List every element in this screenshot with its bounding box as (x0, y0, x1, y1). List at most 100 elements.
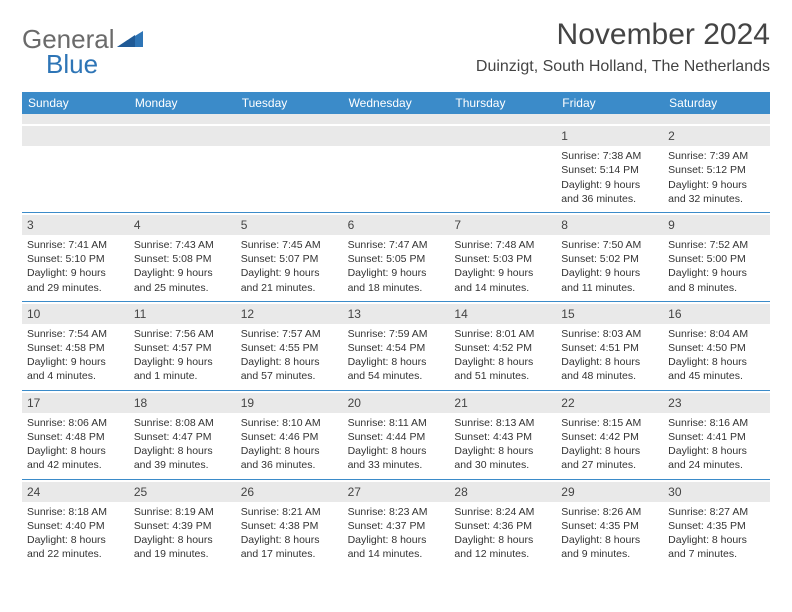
day-number: 20 (343, 393, 450, 413)
daylight-text: Daylight: 8 hours and 39 minutes. (134, 444, 231, 472)
week-row: 1Sunrise: 7:38 AMSunset: 5:14 PMDaylight… (22, 124, 770, 212)
day-number (449, 126, 556, 146)
sunset-text: Sunset: 4:37 PM (348, 519, 445, 533)
calendar-cell: 21Sunrise: 8:13 AMSunset: 4:43 PMDayligh… (449, 391, 556, 479)
title-block: November 2024 Duinzigt, South Holland, T… (476, 18, 770, 76)
sunset-text: Sunset: 4:38 PM (241, 519, 338, 533)
sunset-text: Sunset: 4:42 PM (561, 430, 658, 444)
day-number: 17 (22, 393, 129, 413)
sunrise-text: Sunrise: 7:59 AM (348, 327, 445, 341)
day-number: 14 (449, 304, 556, 324)
week-row: 3Sunrise: 7:41 AMSunset: 5:10 PMDaylight… (22, 212, 770, 301)
week-row: 17Sunrise: 8:06 AMSunset: 4:48 PMDayligh… (22, 390, 770, 479)
sunrise-text: Sunrise: 8:08 AM (134, 416, 231, 430)
daylight-text: Daylight: 8 hours and 45 minutes. (668, 355, 765, 383)
sunset-text: Sunset: 5:08 PM (134, 252, 231, 266)
sunset-text: Sunset: 4:35 PM (668, 519, 765, 533)
day-number: 4 (129, 215, 236, 235)
day-number: 15 (556, 304, 663, 324)
sunrise-text: Sunrise: 8:26 AM (561, 505, 658, 519)
sunset-text: Sunset: 4:58 PM (27, 341, 124, 355)
sunset-text: Sunset: 4:57 PM (134, 341, 231, 355)
sunset-text: Sunset: 4:46 PM (241, 430, 338, 444)
day-header: Monday (129, 92, 236, 114)
day-number: 27 (343, 482, 450, 502)
calendar-cell: 11Sunrise: 7:56 AMSunset: 4:57 PMDayligh… (129, 302, 236, 390)
day-number: 22 (556, 393, 663, 413)
day-header: Wednesday (343, 92, 450, 114)
day-number: 11 (129, 304, 236, 324)
sunrise-text: Sunrise: 8:16 AM (668, 416, 765, 430)
day-number: 7 (449, 215, 556, 235)
daylight-text: Daylight: 9 hours and 14 minutes. (454, 266, 551, 294)
calendar-cell: 8Sunrise: 7:50 AMSunset: 5:02 PMDaylight… (556, 213, 663, 301)
calendar-cell (129, 124, 236, 212)
day-number: 21 (449, 393, 556, 413)
sunrise-text: Sunrise: 7:43 AM (134, 238, 231, 252)
day-number: 5 (236, 215, 343, 235)
day-number: 24 (22, 482, 129, 502)
daylight-text: Daylight: 9 hours and 29 minutes. (27, 266, 124, 294)
logo: General Blue (22, 18, 143, 80)
sunset-text: Sunset: 5:10 PM (27, 252, 124, 266)
sunrise-text: Sunrise: 7:47 AM (348, 238, 445, 252)
sunrise-text: Sunrise: 7:52 AM (668, 238, 765, 252)
daylight-text: Daylight: 8 hours and 36 minutes. (241, 444, 338, 472)
calendar-cell: 24Sunrise: 8:18 AMSunset: 4:40 PMDayligh… (22, 480, 129, 568)
week-row: 24Sunrise: 8:18 AMSunset: 4:40 PMDayligh… (22, 479, 770, 568)
calendar-cell: 29Sunrise: 8:26 AMSunset: 4:35 PMDayligh… (556, 480, 663, 568)
daylight-text: Daylight: 9 hours and 1 minute. (134, 355, 231, 383)
calendar-cell: 30Sunrise: 8:27 AMSunset: 4:35 PMDayligh… (663, 480, 770, 568)
calendar-cell (236, 124, 343, 212)
sunrise-text: Sunrise: 8:19 AM (134, 505, 231, 519)
sunrise-text: Sunrise: 7:50 AM (561, 238, 658, 252)
sunset-text: Sunset: 5:02 PM (561, 252, 658, 266)
sunrise-text: Sunrise: 8:01 AM (454, 327, 551, 341)
daylight-text: Daylight: 8 hours and 7 minutes. (668, 533, 765, 561)
day-number (236, 126, 343, 146)
daylight-text: Daylight: 8 hours and 14 minutes. (348, 533, 445, 561)
sunrise-text: Sunrise: 8:13 AM (454, 416, 551, 430)
daylight-text: Daylight: 9 hours and 25 minutes. (134, 266, 231, 294)
weeks-container: 1Sunrise: 7:38 AMSunset: 5:14 PMDaylight… (22, 124, 770, 567)
daylight-text: Daylight: 8 hours and 48 minutes. (561, 355, 658, 383)
calendar-cell: 20Sunrise: 8:11 AMSunset: 4:44 PMDayligh… (343, 391, 450, 479)
day-number: 29 (556, 482, 663, 502)
daylight-text: Daylight: 8 hours and 24 minutes. (668, 444, 765, 472)
day-number: 23 (663, 393, 770, 413)
calendar-cell: 3Sunrise: 7:41 AMSunset: 5:10 PMDaylight… (22, 213, 129, 301)
sunset-text: Sunset: 4:55 PM (241, 341, 338, 355)
calendar-cell: 13Sunrise: 7:59 AMSunset: 4:54 PMDayligh… (343, 302, 450, 390)
sunset-text: Sunset: 5:14 PM (561, 163, 658, 177)
sunset-text: Sunset: 4:47 PM (134, 430, 231, 444)
calendar-cell: 23Sunrise: 8:16 AMSunset: 4:41 PMDayligh… (663, 391, 770, 479)
daylight-text: Daylight: 9 hours and 36 minutes. (561, 178, 658, 206)
sunrise-text: Sunrise: 7:41 AM (27, 238, 124, 252)
sunrise-text: Sunrise: 7:54 AM (27, 327, 124, 341)
day-number: 6 (343, 215, 450, 235)
sunrise-text: Sunrise: 8:15 AM (561, 416, 658, 430)
sunset-text: Sunset: 4:54 PM (348, 341, 445, 355)
day-number: 9 (663, 215, 770, 235)
calendar-cell: 19Sunrise: 8:10 AMSunset: 4:46 PMDayligh… (236, 391, 343, 479)
sunrise-text: Sunrise: 8:11 AM (348, 416, 445, 430)
day-number (129, 126, 236, 146)
calendar-cell (449, 124, 556, 212)
day-header: Sunday (22, 92, 129, 114)
daylight-text: Daylight: 9 hours and 11 minutes. (561, 266, 658, 294)
calendar-cell: 5Sunrise: 7:45 AMSunset: 5:07 PMDaylight… (236, 213, 343, 301)
daylight-text: Daylight: 8 hours and 17 minutes. (241, 533, 338, 561)
daylight-text: Daylight: 9 hours and 18 minutes. (348, 266, 445, 294)
calendar-cell: 28Sunrise: 8:24 AMSunset: 4:36 PMDayligh… (449, 480, 556, 568)
day-header-row: Sunday Monday Tuesday Wednesday Thursday… (22, 92, 770, 114)
day-number: 12 (236, 304, 343, 324)
calendar-cell: 6Sunrise: 7:47 AMSunset: 5:05 PMDaylight… (343, 213, 450, 301)
calendar-cell: 7Sunrise: 7:48 AMSunset: 5:03 PMDaylight… (449, 213, 556, 301)
daylight-text: Daylight: 8 hours and 54 minutes. (348, 355, 445, 383)
calendar-cell: 14Sunrise: 8:01 AMSunset: 4:52 PMDayligh… (449, 302, 556, 390)
calendar-cell: 1Sunrise: 7:38 AMSunset: 5:14 PMDaylight… (556, 124, 663, 212)
sunrise-text: Sunrise: 7:48 AM (454, 238, 551, 252)
calendar-cell: 22Sunrise: 8:15 AMSunset: 4:42 PMDayligh… (556, 391, 663, 479)
calendar-cell: 26Sunrise: 8:21 AMSunset: 4:38 PMDayligh… (236, 480, 343, 568)
sunrise-text: Sunrise: 7:38 AM (561, 149, 658, 163)
